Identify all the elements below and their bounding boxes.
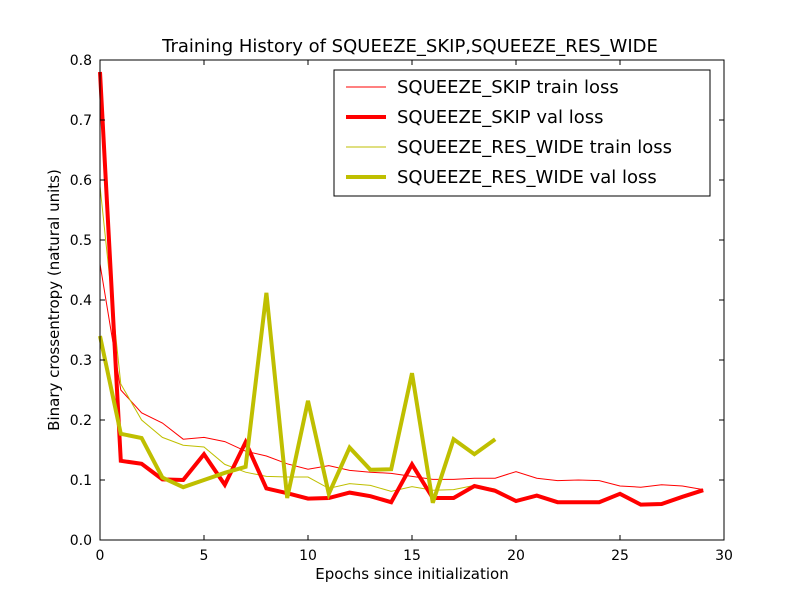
y-tick-label: 0.3 [70,353,92,369]
x-tick-label: 15 [403,548,421,564]
y-tick-label: 0.0 [70,533,92,549]
y-tick-label: 0.6 [70,173,92,189]
y-tick-label: 0.8 [70,53,92,69]
series-line-1 [99,263,704,491]
legend-label-3: SQUEEZE_RES_WIDE train loss [397,137,672,158]
x-axis-label: Epochs since initialization [315,565,508,583]
x-tick-label: 10 [299,548,317,564]
x-tick-label: 25 [611,548,629,564]
x-tick-label: 30 [715,548,733,564]
ticks-group: 0 5 10 15 20 25 30 0.0 0.1 0.2 0.3 0.4 0.5 0.6 0.7 0.8 [70,53,733,564]
y-tick-label: 0.4 [70,293,92,309]
y-tick-label: 0.1 [70,473,92,489]
x-tick-label: 20 [507,548,525,564]
legend: SQUEEZE_SKIP train loss SQUEEZE_SKIP val … [333,69,711,197]
y-tick-label: 0.5 [70,233,92,249]
y-tick-label: 0.7 [70,113,92,129]
x-tick-label: 5 [200,548,209,564]
series-group [98,71,704,507]
series-line-4 [98,292,497,504]
legend-box [333,69,711,197]
x-tick-label: 0 [96,548,105,564]
chart-title: Training History of SQUEEZE_SKIP,SQUEEZE… [161,36,658,57]
legend-label-2: SQUEEZE_SKIP val loss [397,107,604,128]
series-line-2 [98,71,704,507]
legend-label-4: SQUEEZE_RES_WIDE val loss [397,167,657,188]
legend-label-1: SQUEEZE_SKIP train loss [397,77,619,98]
y-axis-label: Binary crossentropy (natural units) [45,169,63,431]
y-tick-label: 0.2 [70,413,92,429]
